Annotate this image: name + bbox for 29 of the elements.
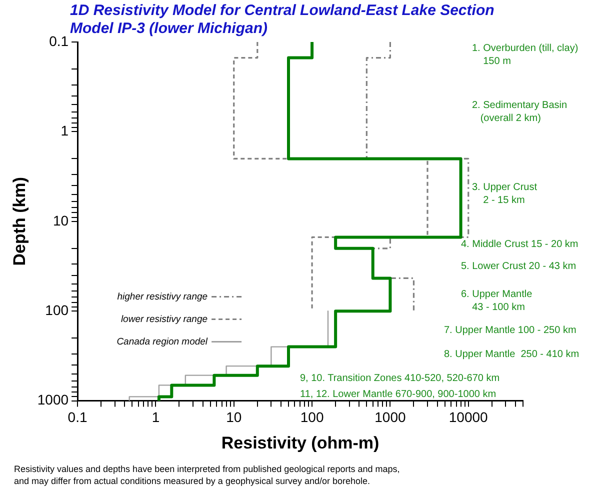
x-tick-label: 10 [226, 409, 242, 426]
annotation: 4. Middle Crust 15 - 20 km [461, 238, 578, 251]
x-tick-label: 1000 [374, 409, 406, 426]
x-tick-label: 0.1 [68, 409, 88, 426]
annotation: 6. Upper Mantle 43 - 100 km [461, 288, 532, 314]
legend-label: higher resistivy range [117, 291, 208, 302]
x-tick-label: 10000 [448, 409, 488, 426]
y-tick-label: 100 [45, 302, 69, 318]
legend-label: lower resistivy range [120, 314, 208, 325]
annotation: 3. Upper Crust 2 - 15 km [472, 181, 538, 207]
y-tick-label: 0.1 [49, 32, 69, 49]
y-axis-title: Depth (km) [10, 177, 29, 266]
x-tick-label: 100 [300, 409, 324, 426]
text: Resistivity values and depths have been interpreted from published geological reports and maps, and may differ from actual conditions measured by a geophysical survey and/or borehole. [14, 464, 401, 487]
annotation: 11, 12. Lower Mantle 670-900, 900-1000 km [300, 388, 496, 401]
x-axis-title: Resistivity (ohm-m) [221, 433, 380, 452]
chart-title: 1D Resistivity Model for Central Lowland-East Lake Section [70, 2, 494, 20]
annotation: 1. Overburden (till, clay) 150 m [472, 42, 578, 68]
annotation: 2. Sedimentary Basin (overall 2 km) [472, 99, 568, 125]
annotation: 8. Upper Mantle 250 - 410 km [444, 348, 580, 361]
annotation: 7. Upper Mantle 100 - 250 km [444, 324, 576, 337]
x-tick-label: 1 [152, 409, 160, 426]
annotation: 9, 10. Transition Zones 410-520, 520-670 km [300, 372, 500, 385]
annotation: 5. Lower Crust 20 - 43 km [461, 260, 576, 273]
y-tick-label: 10 [52, 212, 69, 228]
legend-label: Canada region model [116, 336, 208, 348]
chart-subtitle: Model IP-3 (lower Michigan) [70, 20, 269, 38]
y-tick-label: 1 [60, 122, 69, 139]
y-tick-label: 1000 [37, 392, 69, 408]
